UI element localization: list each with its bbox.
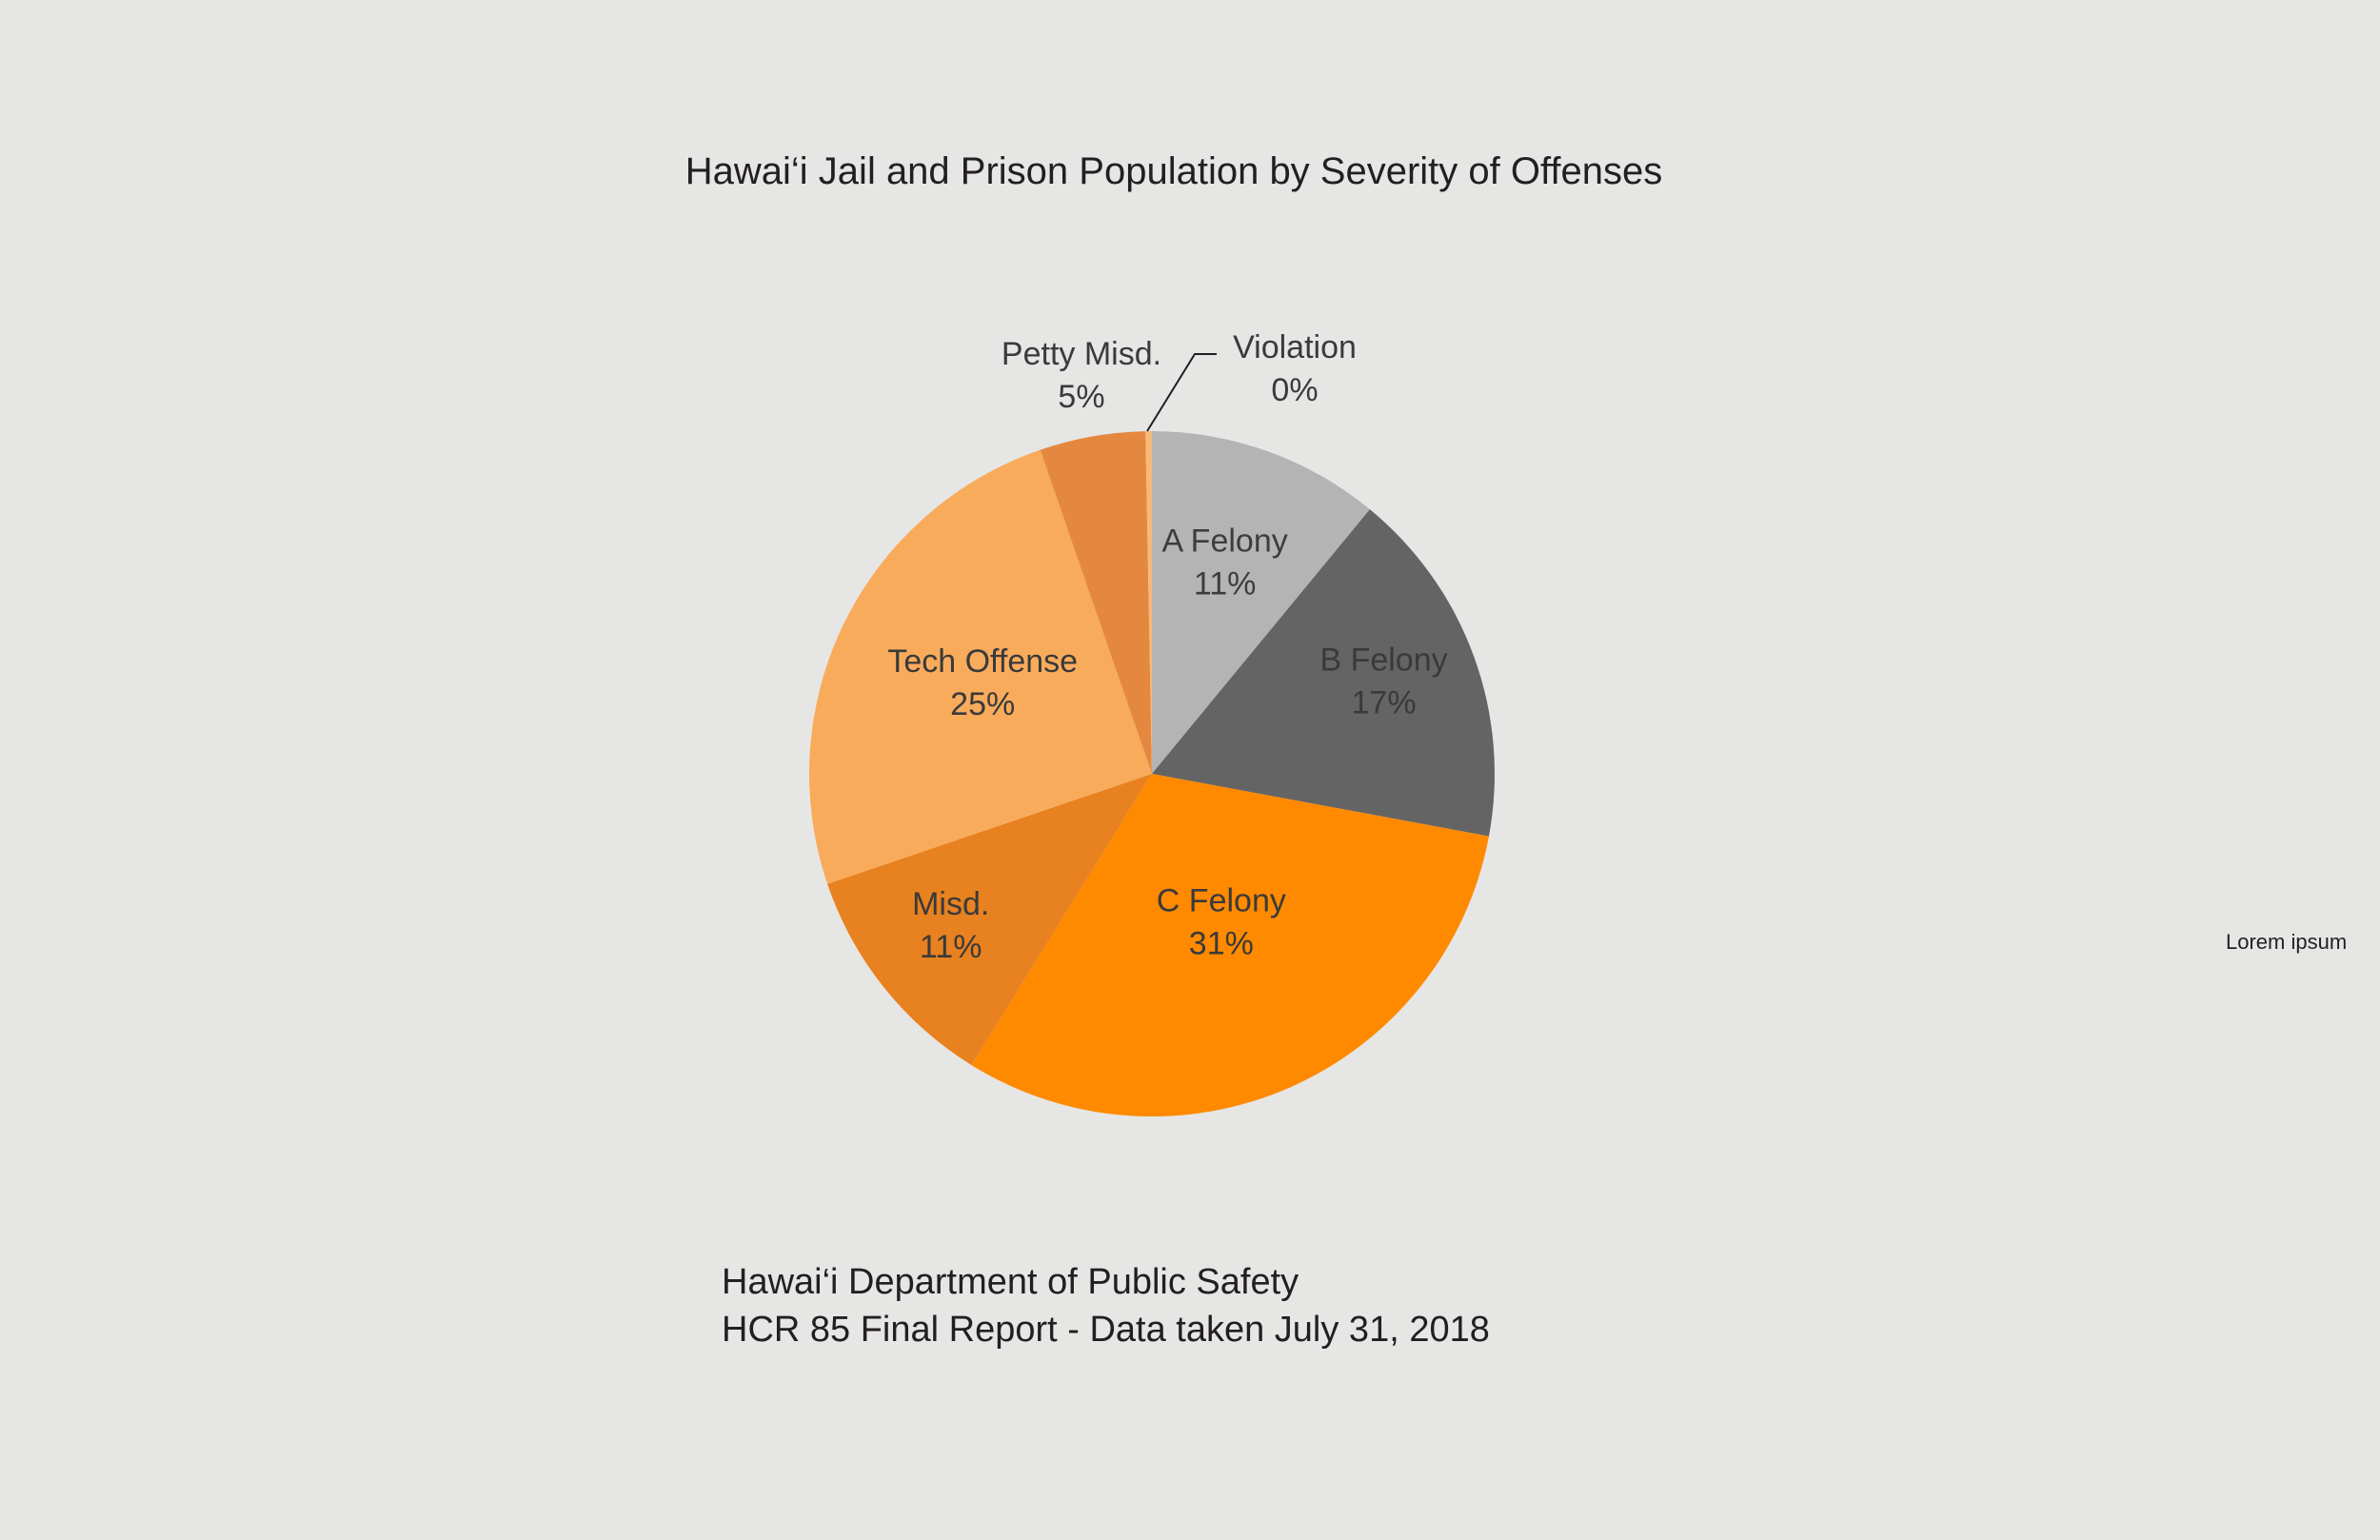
source-line-2: HCR 85 Final Report - Data taken July 31… xyxy=(722,1310,1490,1350)
pie-slice-violation xyxy=(1145,431,1152,774)
pie-slice-tech-offense xyxy=(809,449,1152,884)
slice-value-b-felony: 17% xyxy=(1352,684,1417,721)
slice-value-c-felony: 31% xyxy=(1189,926,1254,962)
slice-label-violation: Violation xyxy=(1233,329,1357,365)
side-note: Lorem ipsum xyxy=(2226,930,2348,954)
slice-label-misd: Misd. xyxy=(912,886,989,922)
slice-value-violation: 0% xyxy=(1271,372,1318,408)
slice-value-misd: 11% xyxy=(920,929,982,965)
leader-line-violation xyxy=(1146,353,1217,432)
slice-label-tech-offense: Tech Offense xyxy=(887,643,1078,680)
chart-title: Hawai‘i Jail and Prison Population by Se… xyxy=(684,150,1663,192)
slice-label-b-felony: B Felony xyxy=(1319,642,1447,678)
slice-value-petty-misd: 5% xyxy=(1058,379,1104,415)
pie-slice-misd xyxy=(827,774,1152,1066)
slice-label-c-felony: C Felony xyxy=(1157,883,1286,919)
slice-label-petty-misd: Petty Misd. xyxy=(1002,336,1161,372)
pie-slice-b-felony xyxy=(1152,509,1495,837)
slice-value-tech-offense: 25% xyxy=(950,686,1015,722)
pie-slice-c-felony xyxy=(971,774,1489,1116)
pie-slice-a-felony xyxy=(1152,431,1370,774)
slice-label-a-felony: A Felony xyxy=(1161,523,1287,560)
pie-slice-petty-misd xyxy=(1040,431,1152,774)
pie-labels: A Felony 11% B Felony 17% C Felony 31% Misd. 11… xyxy=(887,329,1447,965)
source-line-1: Hawai‘i Department of Public Safety xyxy=(722,1262,1299,1302)
slice-value-a-felony: 11% xyxy=(1194,566,1257,602)
pie-slices xyxy=(809,431,1495,1116)
source-note: Hawai‘i Department of Public Safety HCR … xyxy=(722,1258,1490,1353)
